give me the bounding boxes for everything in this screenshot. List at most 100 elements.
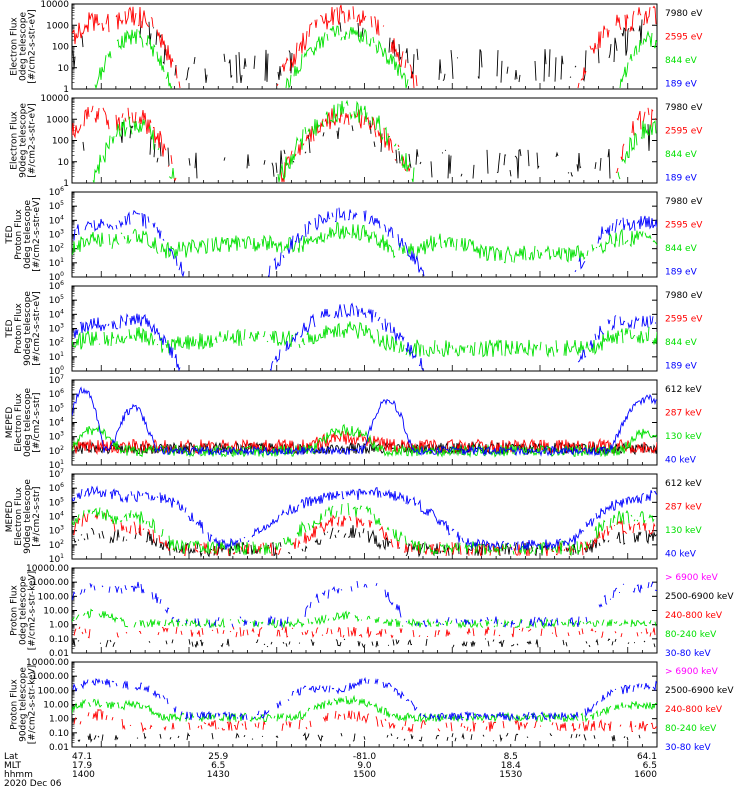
- y-axis-label: 90deg telescope: [23, 291, 33, 366]
- y-axis-label: Proton Flux: [10, 585, 20, 636]
- legend-entry: 2595 eV: [665, 315, 703, 325]
- y-tick-label: 104: [49, 308, 64, 320]
- legend-entry: 30-80 keV: [665, 649, 711, 659]
- legend-entry: 130 keV: [665, 526, 702, 536]
- legend-entry: 80-240 keV: [665, 630, 717, 640]
- series-line: [72, 221, 657, 264]
- legend-entry: 30-80 keV: [665, 743, 711, 753]
- legend-entry: 189 eV: [665, 362, 698, 372]
- series-line: [94, 25, 657, 89]
- series-line: [78, 733, 655, 741]
- y-tick-label: 106: [49, 482, 64, 494]
- y-axis-label: 0deg telescope: [19, 12, 29, 82]
- y-tick-label: 102: [49, 337, 64, 349]
- y-tick-label: 106: [49, 186, 64, 198]
- y-tick-label: 102: [49, 539, 64, 551]
- y-axis-label: 0deg telescope: [19, 576, 29, 646]
- series-line: [72, 581, 657, 628]
- footer-row-label: MLT: [4, 761, 22, 771]
- y-axis-label: Proton Flux: [14, 209, 24, 260]
- y-tick-label: 103: [49, 323, 64, 335]
- legend-entry: 2595 eV: [665, 127, 703, 137]
- panel-1: 1 10 100 1000 10000 Electron Flux 0deg telesco…: [10, 0, 704, 95]
- y-axis-label: TED: [5, 225, 15, 244]
- legend-entry: > 6900 keV: [665, 667, 719, 677]
- y-tick-label: 10: [58, 64, 70, 74]
- series-line: [72, 321, 657, 358]
- legend-entry: 189 eV: [665, 80, 698, 90]
- y-tick-label: 1.00: [49, 621, 69, 631]
- legend-entry: 7980 eV: [665, 9, 703, 19]
- y-tick-label: 10.00: [43, 607, 69, 617]
- y-axis-label: Electron Flux: [14, 393, 24, 452]
- y-axis-label: [#/cm2-s-str-eV]: [28, 9, 38, 84]
- footer-row-label: Lat: [4, 752, 19, 762]
- y-axis-label: [#/cm2-s-str-eV]: [28, 103, 38, 178]
- panel-frame: [71, 285, 658, 372]
- y-axis-label: [#/cm2-s-str]: [32, 486, 42, 546]
- y-tick-label: 10000.00: [26, 658, 69, 668]
- series-line: [72, 105, 657, 183]
- legend-entry: 40 keV: [665, 550, 697, 560]
- series-line: [72, 386, 657, 457]
- legend-entry: 40 keV: [665, 456, 697, 466]
- legend-entry: 844 eV: [665, 56, 698, 66]
- y-tick-label: 101: [49, 351, 64, 363]
- legend-entry: 7980 eV: [665, 103, 703, 113]
- y-tick-label: 0.01: [49, 743, 69, 753]
- footer-value: 1530: [499, 770, 522, 780]
- legend-entry: 2595 eV: [665, 221, 703, 231]
- y-tick-label: 104: [49, 214, 64, 226]
- y-tick-label: 1000: [46, 21, 69, 31]
- footer-value: 17.9: [72, 761, 92, 771]
- y-tick-label: 105: [49, 402, 64, 414]
- legend-entry: 844 eV: [665, 244, 698, 254]
- panel-7: 0.01 0.10 1.00 10.00 100.00 1000.00 10000.00 Pr…: [10, 564, 735, 659]
- y-tick-label: 1.00: [49, 715, 69, 725]
- legend-entry: 287 keV: [665, 409, 702, 419]
- panel-frame: [71, 379, 658, 466]
- series-line: [72, 485, 657, 551]
- y-tick-label: 1000.00: [32, 578, 69, 588]
- y-axis-label: [#/cm2-s-str-keV]: [28, 665, 38, 744]
- y-axis-label: 0deg telescope: [23, 200, 33, 270]
- y-tick-label: 100.00: [38, 592, 70, 602]
- footer-value: 1500: [353, 770, 376, 780]
- y-axis-label: Electron Flux: [10, 111, 20, 170]
- y-axis-label: MEPED: [5, 501, 15, 533]
- footer-value: 18.4: [501, 761, 521, 771]
- series-line: [72, 4, 657, 89]
- series-line: [73, 708, 657, 733]
- y-tick-label: 107: [49, 374, 64, 386]
- series-line: [92, 99, 657, 183]
- y-axis-label: Proton Flux: [10, 679, 20, 730]
- footer-value: 47.1: [72, 752, 92, 762]
- y-tick-label: 102: [49, 243, 64, 255]
- legend-entry: 612 keV: [665, 385, 702, 395]
- legend-entry: 80-240 keV: [665, 724, 717, 734]
- footer-value: -81.0: [353, 752, 377, 762]
- panel-frame: [71, 567, 658, 654]
- y-tick-label: 101: [49, 257, 64, 269]
- y-tick-label: 1: [63, 85, 69, 95]
- series-line: [73, 302, 656, 371]
- y-axis-label: [#/cm2-s-str-keV]: [28, 571, 38, 650]
- y-tick-label: 102: [49, 445, 64, 457]
- panel-2: 1 10 100 1000 10000 Electron Flux 90deg telesc…: [10, 94, 704, 189]
- legend-entry: > 6900 keV: [665, 573, 719, 583]
- y-tick-label: 1000.00: [32, 672, 69, 682]
- legend-entry: 240-800 keV: [665, 611, 723, 621]
- footer-value: 9.0: [357, 761, 372, 771]
- footer-value: 1600: [634, 770, 657, 780]
- footer-value: 1400: [72, 770, 95, 780]
- y-tick-label: 10000: [40, 94, 69, 104]
- y-tick-label: 10000: [40, 0, 69, 10]
- y-tick-label: 104: [49, 511, 64, 523]
- footer-value: 1430: [207, 770, 230, 780]
- series-line: [73, 512, 656, 557]
- date-label: 2020 Dec 06: [4, 779, 62, 789]
